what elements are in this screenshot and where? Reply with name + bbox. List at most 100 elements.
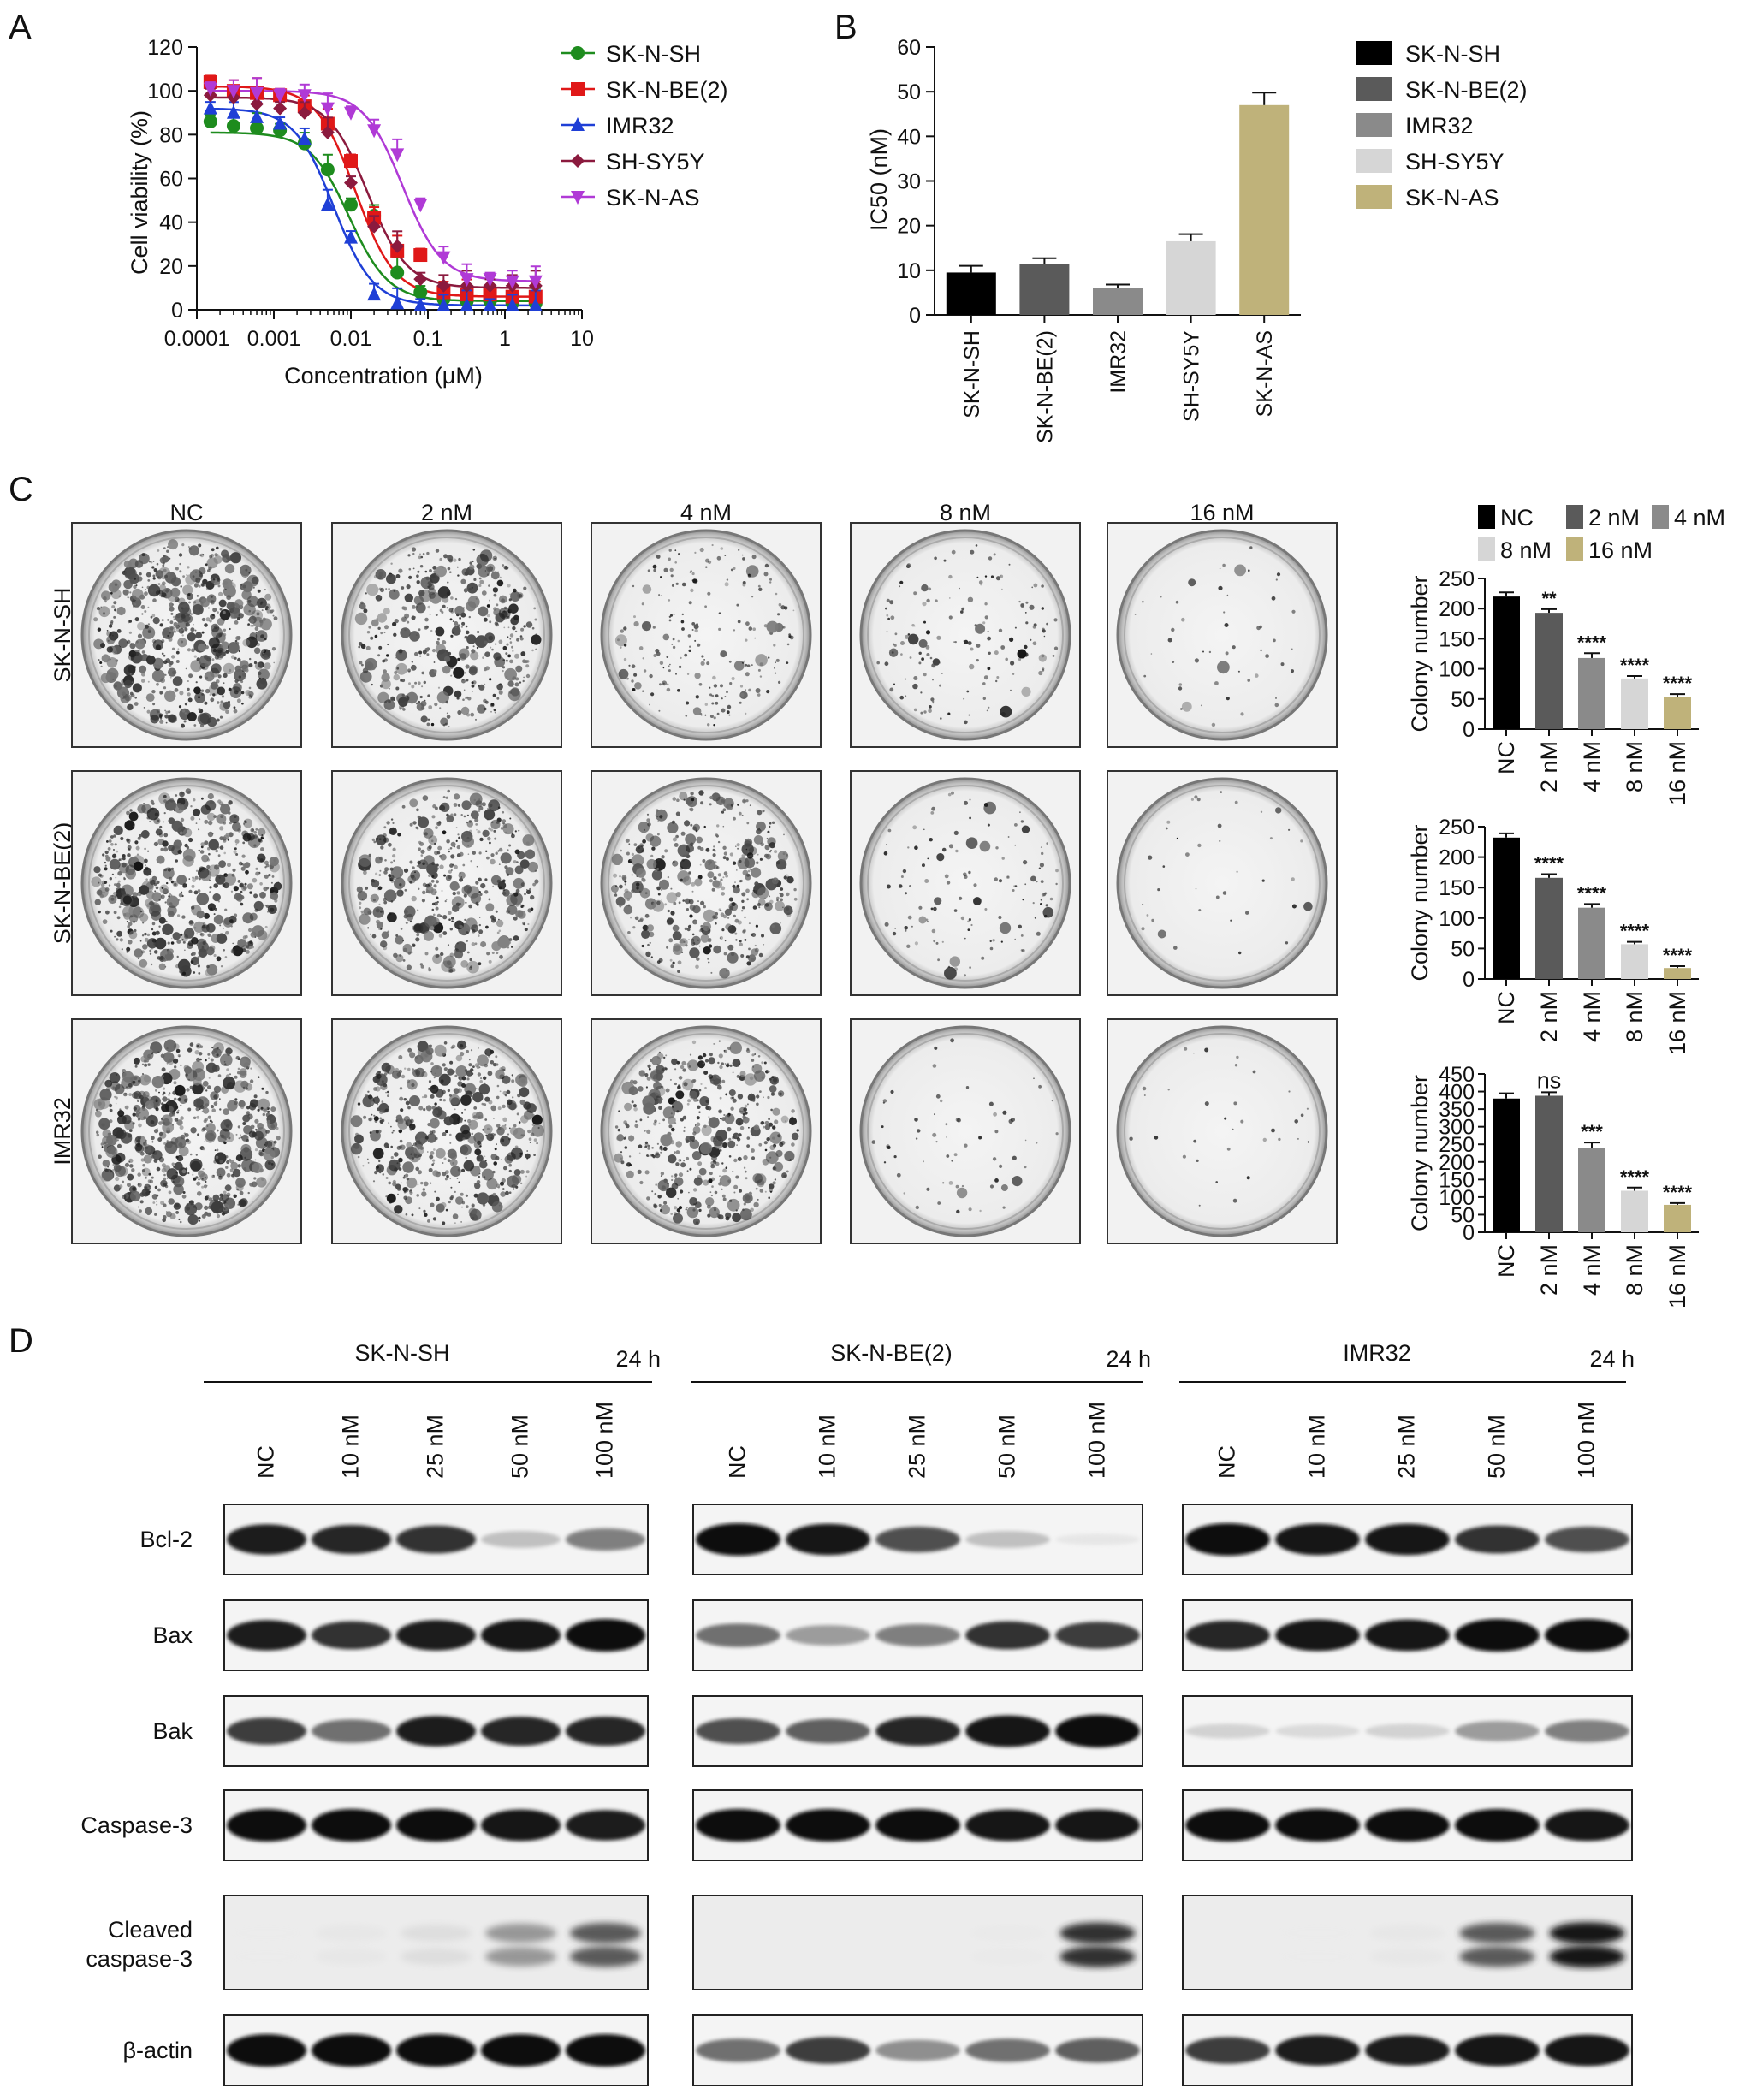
panel-c-colony — [116, 850, 119, 853]
panel-a-data-point — [413, 199, 428, 213]
panel-c-colony — [520, 627, 525, 632]
panel-c-colony — [887, 617, 890, 620]
panel-c-colony — [164, 901, 167, 904]
panel-c-colony — [371, 934, 377, 939]
panel-c-colony — [446, 591, 451, 596]
panel-c-colony — [743, 1202, 746, 1206]
panel-c-colony — [387, 1094, 389, 1097]
panel-c-colony — [449, 618, 453, 621]
panel-c-colony — [489, 599, 490, 602]
panel-b-y-tick-label: 0 — [909, 304, 921, 328]
panel-c-colony — [215, 874, 217, 876]
panel-c-colony — [354, 1134, 364, 1144]
panel-c-colony — [271, 875, 275, 878]
panel-c-colony — [253, 834, 258, 839]
panel-c-colony — [455, 1054, 463, 1062]
panel-c-colony — [200, 804, 211, 815]
panel-c-colony — [255, 871, 259, 876]
panel-c-colony — [497, 935, 510, 949]
panel-c-colony — [184, 703, 187, 706]
panel-c-colony — [93, 866, 101, 874]
panel-c-colony — [983, 803, 988, 807]
panel-c-plate — [591, 522, 822, 748]
panel-c-colony — [684, 861, 688, 865]
panel-c-colony — [447, 1159, 451, 1162]
panel-c-colony — [378, 903, 381, 905]
panel-c-colony — [715, 922, 717, 925]
panel-c-colony — [104, 881, 107, 884]
panel-c-colony — [155, 1089, 157, 1092]
panel-a-legend-marker — [571, 46, 585, 60]
panel-c-colony — [186, 702, 188, 704]
panel-c-colony — [766, 620, 779, 633]
panel-c-colony — [199, 567, 206, 575]
panel-c-colony — [631, 854, 644, 867]
panel-c-colony — [165, 710, 169, 715]
panel-c-colony — [520, 651, 526, 656]
panel-c-colony — [705, 558, 709, 563]
panel-c-colony — [502, 1188, 505, 1190]
panel-c-colony — [120, 857, 123, 861]
panel-c-colony — [190, 960, 194, 964]
panel-c-colony — [709, 879, 713, 883]
panel-c-colony — [472, 929, 476, 934]
panel-c-colony — [931, 806, 935, 811]
panel-c-colony — [509, 1127, 519, 1136]
panel-c-colony — [752, 627, 756, 631]
panel-c-colony — [221, 1194, 229, 1201]
panel-c-colony — [132, 1122, 135, 1125]
panel-c-colony — [712, 853, 716, 857]
panel-c-colony — [113, 1164, 122, 1172]
panel-c-colony — [132, 906, 145, 919]
panel-c-colony — [889, 600, 894, 605]
panel-c-colony — [460, 626, 464, 628]
panel-c-colony — [740, 692, 745, 697]
panel-a-data-point — [460, 273, 474, 288]
panel-c-colony — [115, 876, 117, 879]
panel-c-colony — [470, 1049, 473, 1052]
panel-c-colony — [199, 1172, 208, 1182]
panel-c-colony — [613, 873, 618, 878]
panel-c-colony — [445, 796, 448, 799]
panel-c-colony — [700, 714, 703, 716]
panel-c-colony — [139, 940, 142, 942]
panel-c-colony — [476, 1065, 480, 1069]
panel-c-colony — [757, 903, 762, 907]
panel-c-colony — [371, 619, 379, 627]
panel-c-colony — [229, 1073, 231, 1076]
panel-c-colony — [182, 575, 186, 578]
panel-c-colony — [258, 838, 262, 842]
panel-c-colony — [474, 1148, 482, 1156]
panel-c-colony — [745, 689, 746, 691]
panel-c-colony — [219, 609, 231, 620]
panel-c-plate-dish — [1116, 777, 1328, 989]
panel-c-colony — [384, 1108, 389, 1113]
panel-c-colony — [427, 605, 430, 609]
panel-c-colony — [673, 614, 675, 615]
panel-c-colony — [454, 621, 459, 626]
panel-c-colony — [160, 894, 165, 899]
panel-c-colony — [1005, 657, 1008, 661]
panel-c-colony — [205, 563, 208, 567]
panel-c-colony — [162, 923, 174, 936]
panel-c-colony — [697, 1105, 701, 1110]
panel-c-colony — [656, 1064, 659, 1065]
panel-c-colony — [924, 879, 929, 883]
panel-c-colony — [398, 1167, 402, 1171]
panel-c-colony — [160, 678, 166, 684]
panel-c-colony — [130, 915, 133, 918]
panel-c-colony — [373, 1116, 379, 1122]
panel-c-colony — [269, 1145, 272, 1148]
panel-c-colony — [262, 836, 264, 839]
panel-c-colony — [191, 937, 199, 945]
panel-c-colony — [411, 685, 415, 689]
panel-c-colony — [688, 601, 692, 605]
panel-c-colony — [240, 902, 244, 906]
panel-b-bar — [1166, 240, 1216, 315]
panel-c-colony — [172, 881, 179, 887]
panel-c-colony — [501, 1067, 503, 1069]
panel-c-colony — [675, 582, 679, 585]
panel-c-colony — [134, 702, 139, 706]
panel-c-colony — [141, 613, 144, 615]
panel-c-colony — [250, 624, 252, 627]
